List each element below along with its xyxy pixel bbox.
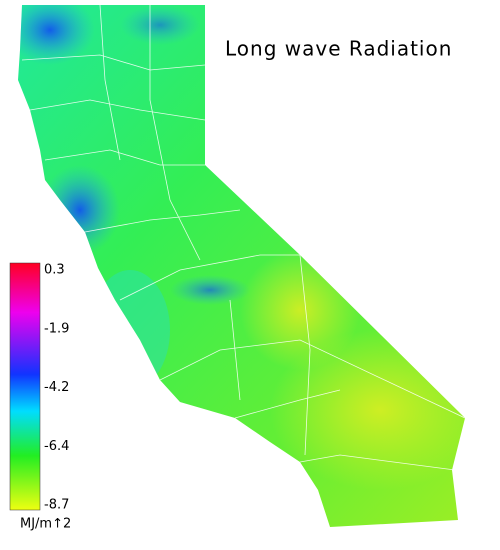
- colorbar-label: -6.4: [44, 439, 69, 454]
- map-title: Long wave Radiation: [225, 37, 452, 61]
- colorbar: [9, 262, 41, 511]
- colorbar-label: 0.3: [44, 263, 65, 278]
- colorbar-label: -4.2: [44, 380, 69, 395]
- colorbar-labels: 0.3 -1.9 -4.2 -6.4 -8.7: [44, 263, 69, 513]
- colorbar-unit: MJ/m↑2: [20, 517, 71, 532]
- colorbar-label: -1.9: [44, 321, 69, 336]
- colorbar-label: -8.7: [44, 498, 69, 513]
